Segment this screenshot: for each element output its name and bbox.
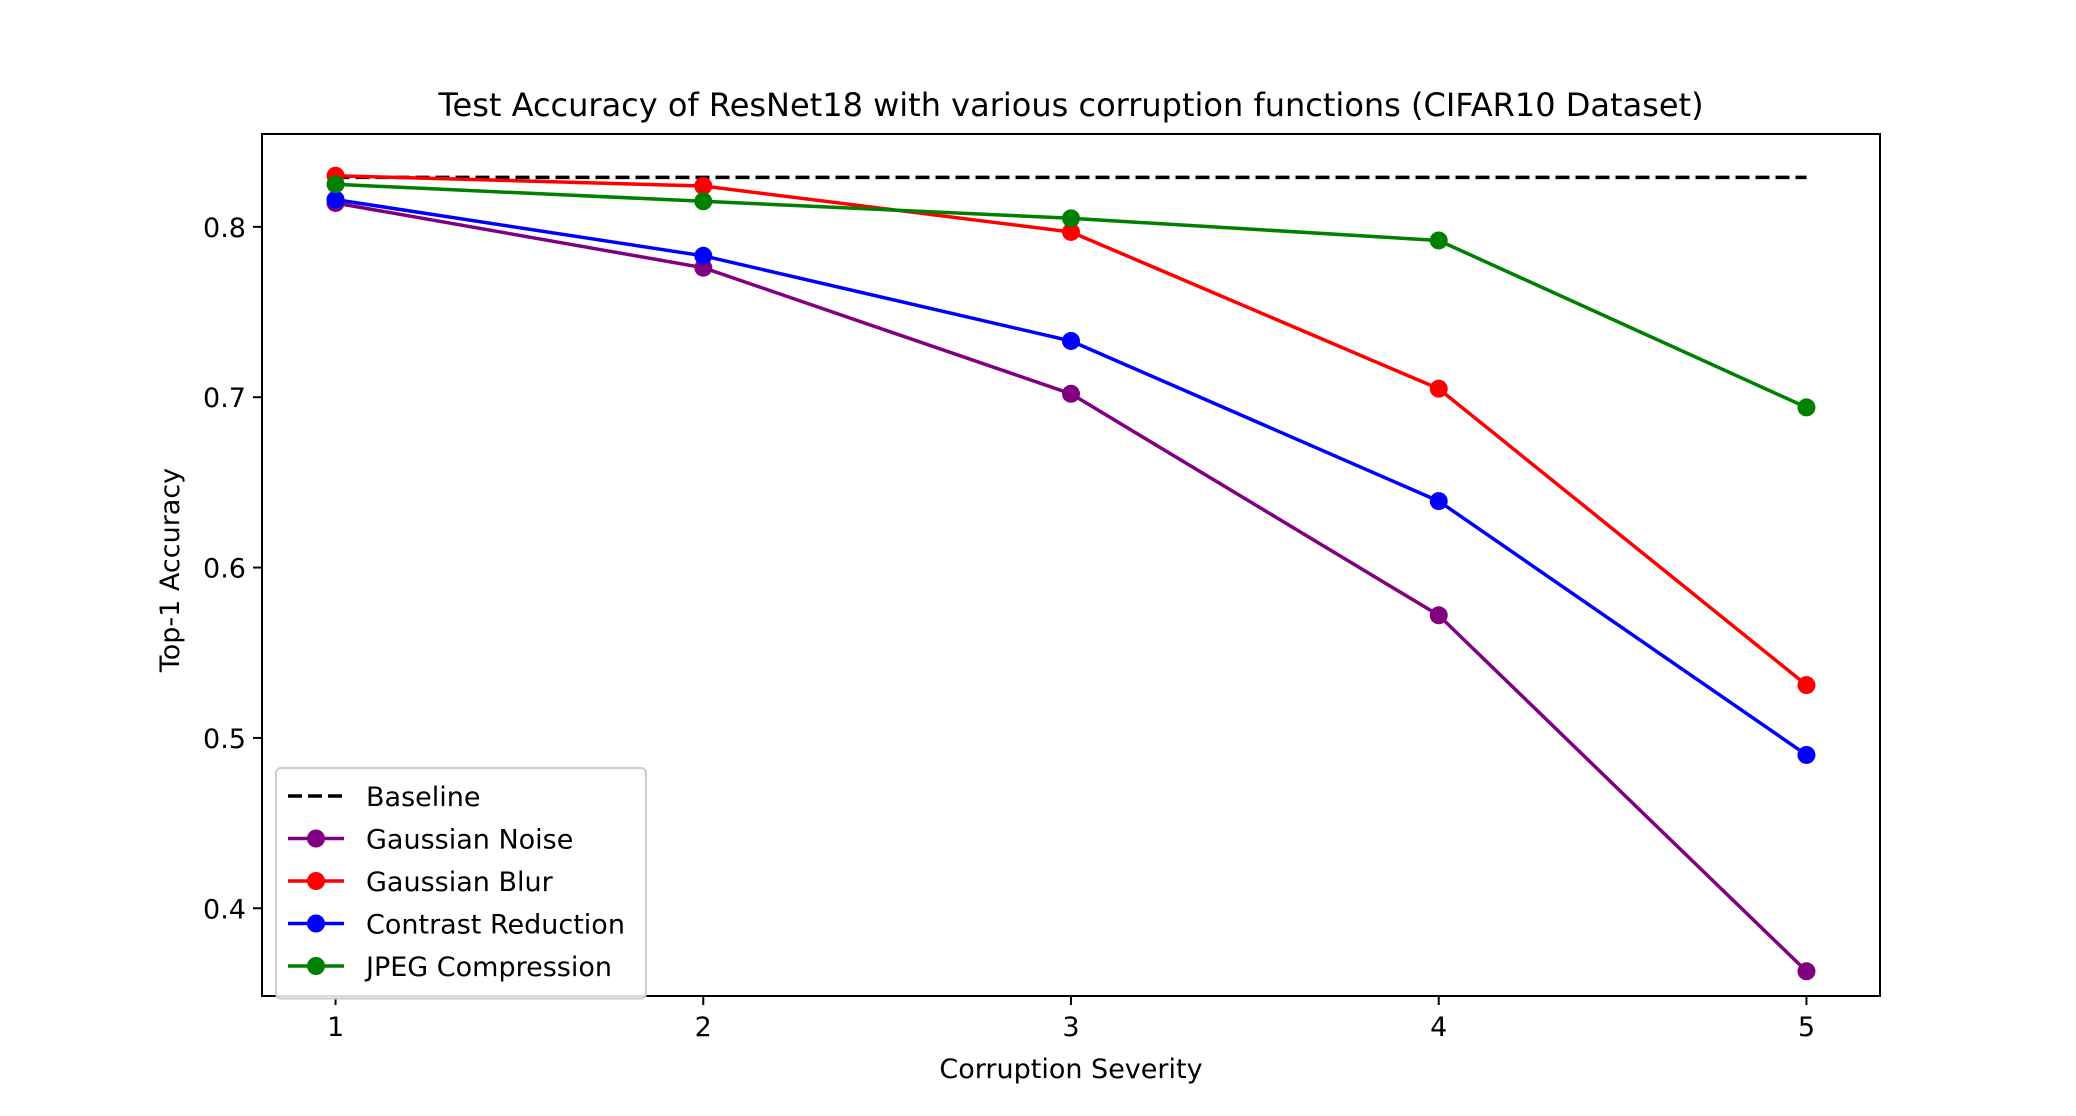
data-point-contrast-reduction bbox=[1062, 331, 1080, 350]
x-tick-label: 3 bbox=[1062, 1012, 1079, 1043]
y-tick-label: 0.7 bbox=[203, 383, 246, 414]
legend-label: Gaussian Noise bbox=[366, 825, 573, 856]
data-point-jpeg-compression bbox=[1429, 231, 1448, 250]
data-point-contrast-reduction bbox=[694, 246, 713, 265]
legend-label: Gaussian Blur bbox=[366, 867, 554, 898]
data-point-contrast-reduction bbox=[1429, 492, 1448, 511]
chart-title: Test Accuracy of ResNet18 with various c… bbox=[437, 86, 1703, 124]
legend-marker-contrast-reduction bbox=[307, 914, 325, 933]
y-axis-label: Top-1 Accuracy bbox=[155, 468, 186, 673]
x-tick-label: 2 bbox=[695, 1012, 712, 1043]
y-tick-label: 0.4 bbox=[203, 894, 246, 925]
data-point-gaussian-blur bbox=[1797, 676, 1816, 695]
data-point-jpeg-compression bbox=[326, 175, 345, 194]
y-tick-label: 0.8 bbox=[203, 213, 246, 244]
legend-label: Contrast Reduction bbox=[366, 910, 625, 941]
legend-box bbox=[275, 767, 647, 1000]
data-point-jpeg-compression bbox=[1797, 398, 1816, 417]
legend-marker-gaussian-noise bbox=[307, 829, 325, 848]
data-point-jpeg-compression bbox=[1062, 209, 1080, 228]
legend-label: Baseline bbox=[366, 782, 480, 813]
y-tick-label: 0.5 bbox=[203, 724, 246, 755]
x-tick-label: 5 bbox=[1798, 1012, 1815, 1043]
data-point-gaussian-blur bbox=[1062, 222, 1080, 241]
data-point-gaussian-blur bbox=[1429, 379, 1448, 398]
series-layer bbox=[326, 166, 1816, 981]
legend: Baseline Gaussian Noise Gaussian Blur Contr… bbox=[275, 767, 647, 1000]
legend-marker-jpeg-compression bbox=[307, 957, 325, 975]
data-point-gaussian-noise bbox=[1062, 384, 1080, 403]
x-axis-label: Corruption Severity bbox=[939, 1054, 1202, 1085]
data-point-gaussian-noise bbox=[1797, 962, 1816, 981]
legend-label: JPEG Compression bbox=[364, 952, 612, 983]
data-point-contrast-reduction bbox=[1797, 745, 1816, 764]
y-tick-label: 0.6 bbox=[203, 554, 246, 585]
x-axis-ticks: 1 2 3 4 5 bbox=[327, 996, 1815, 1043]
data-point-jpeg-compression bbox=[694, 192, 713, 211]
data-point-gaussian-blur bbox=[694, 176, 713, 195]
data-point-gaussian-noise bbox=[1429, 606, 1448, 625]
y-axis-ticks: 0.4 0.5 0.6 0.7 0.8 bbox=[203, 213, 262, 925]
x-tick-label: 1 bbox=[327, 1012, 344, 1043]
data-point-contrast-reduction bbox=[326, 190, 345, 209]
legend-marker-gaussian-blur bbox=[307, 872, 325, 890]
x-tick-label: 4 bbox=[1430, 1012, 1447, 1043]
